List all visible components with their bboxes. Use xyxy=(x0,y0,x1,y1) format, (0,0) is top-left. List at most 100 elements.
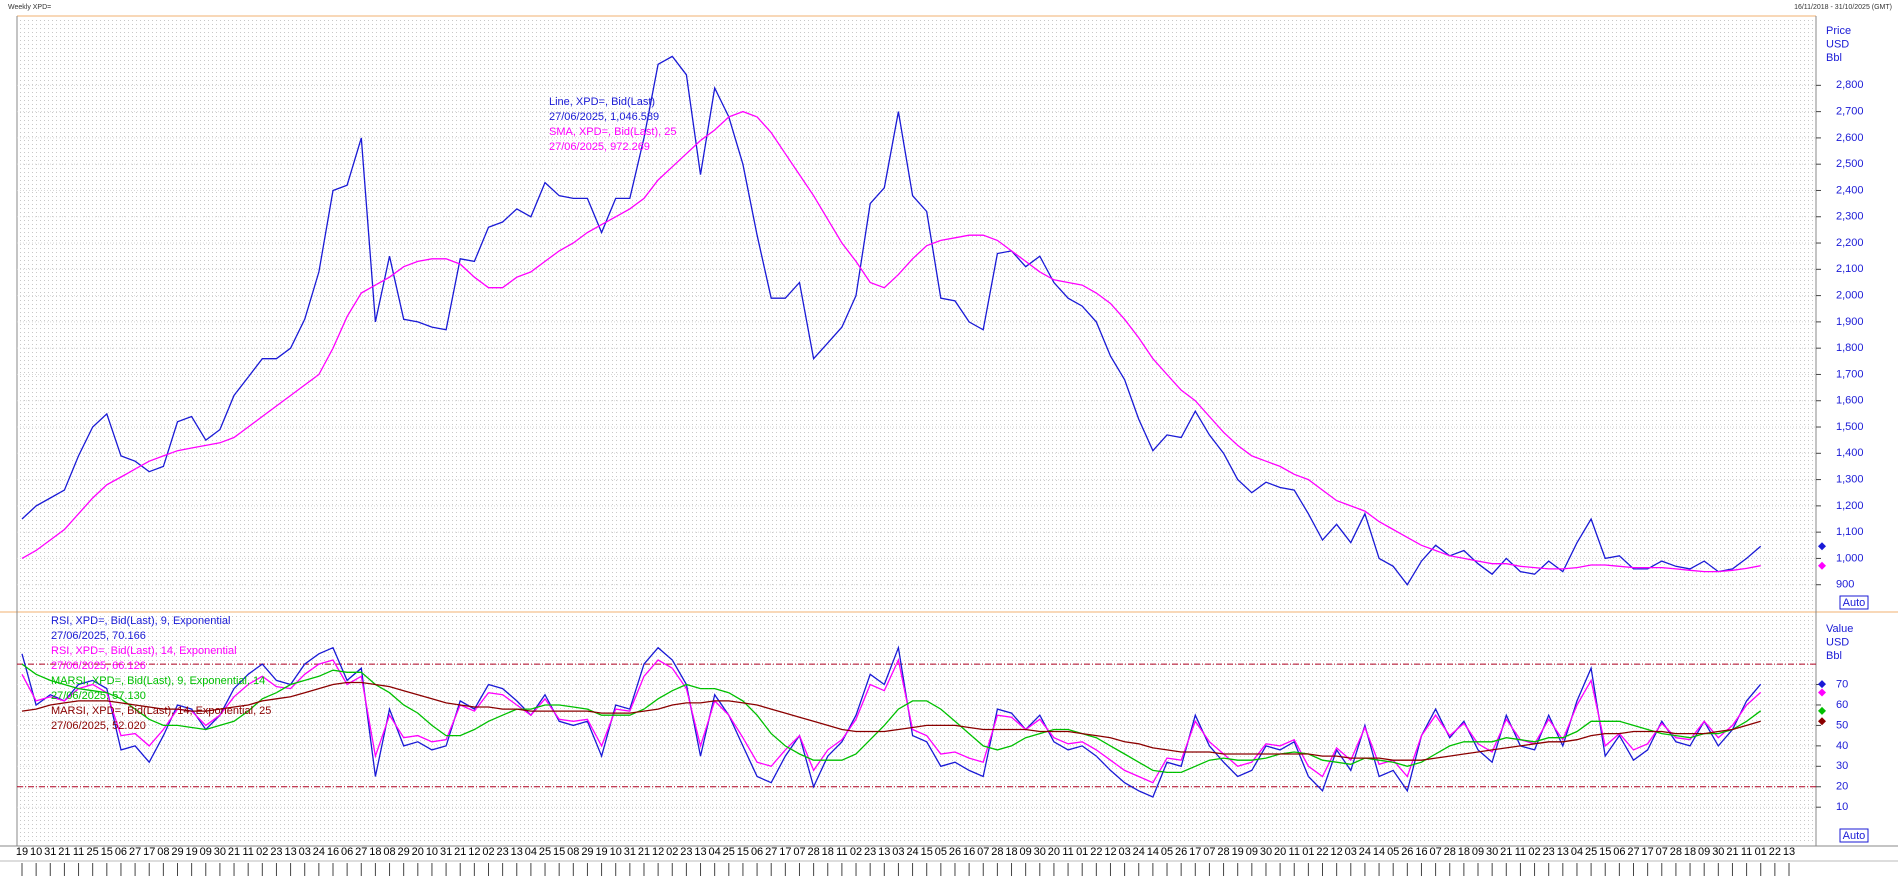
x-tick-label: 14 xyxy=(1373,846,1385,858)
x-tick-label: 30 xyxy=(1486,846,1498,858)
last-value-marker xyxy=(1818,561,1826,570)
x-tick-label: 13 xyxy=(511,846,523,858)
x-tick-label: 31 xyxy=(624,846,636,858)
y-tick-label: 1,200 xyxy=(1836,500,1864,512)
x-tick-label: 13 xyxy=(694,846,706,858)
x-tick-label: 31 xyxy=(440,846,452,858)
last-value-marker xyxy=(1818,717,1826,726)
x-tick-label: 05 xyxy=(1161,846,1173,858)
y-tick-label: 2,300 xyxy=(1836,211,1864,223)
series-name: SMA, XPD=, Bid(Last), 25 xyxy=(549,126,676,138)
last-value-marker xyxy=(1818,680,1826,689)
x-tick-label: 17 xyxy=(1642,846,1654,858)
x-tick-label: 07 xyxy=(793,846,805,858)
auto-button-box xyxy=(1839,595,1869,610)
y-tick-label: 2,100 xyxy=(1836,263,1864,275)
x-tick-label: 01 xyxy=(1076,846,1088,858)
series-value-note: 27/06/2025, 57.130 xyxy=(51,690,146,702)
y-tick-label: 2,700 xyxy=(1836,106,1864,118)
x-tick-label: 13 xyxy=(1783,846,1795,858)
x-tick-label: 11 xyxy=(836,846,847,858)
y-tick-label: 2,200 xyxy=(1836,237,1864,249)
x-tick-label: 11 xyxy=(1062,846,1073,858)
indicator-plot-area xyxy=(17,615,1816,844)
x-tick-label: 26 xyxy=(1175,846,1187,858)
auto-button[interactable]: Auto xyxy=(1839,828,1869,843)
x-tick-label: 05 xyxy=(935,846,947,858)
y-tick-label: 1,300 xyxy=(1836,473,1864,485)
x-tick-label: 13 xyxy=(1557,846,1569,858)
axis-title: Bbl xyxy=(1826,52,1842,64)
y-tick-label: 2,800 xyxy=(1836,79,1864,91)
x-tick-label: 01 xyxy=(1755,846,1767,858)
series-line xyxy=(21,681,1761,761)
axis-title: USD xyxy=(1826,38,1849,50)
x-tick-label: 01 xyxy=(1302,846,1314,858)
y-tick-label: 2,400 xyxy=(1836,184,1864,196)
header-left: Weekly XPD= xyxy=(8,4,51,11)
axis-title: USD xyxy=(1826,636,1849,648)
x-tick-label: 20 xyxy=(1274,846,1286,858)
x-tick-label: 23 xyxy=(680,846,692,858)
x-tick-label: 18 xyxy=(369,846,381,858)
axis-title: Bbl xyxy=(1826,650,1842,662)
series-value-note: 27/06/2025, 66.126 xyxy=(51,660,146,672)
y-tick-label: 10 xyxy=(1836,801,1848,813)
x-tick-label: 28 xyxy=(1444,846,1456,858)
x-tick-label: 22 xyxy=(1769,846,1781,858)
x-tick-label: 16 xyxy=(963,846,975,858)
x-tick-label: 26 xyxy=(1401,846,1413,858)
x-tick-label: 11 xyxy=(1289,846,1300,858)
x-tick-label: 27 xyxy=(129,846,141,858)
x-tick-label: 07 xyxy=(977,846,989,858)
x-tick-label: 02 xyxy=(1528,846,1540,858)
y-tick-label: 2,600 xyxy=(1836,132,1864,144)
x-tick-label: 16 xyxy=(327,846,339,858)
series-value-note: 27/06/2025, 52.020 xyxy=(51,720,146,732)
auto-button-label: Auto xyxy=(1843,597,1866,609)
x-tick-label: 08 xyxy=(157,846,169,858)
x-tick-label: 24 xyxy=(1133,846,1145,858)
x-tick-label: 27 xyxy=(1627,846,1639,858)
series-value-note: 27/06/2025, 70.166 xyxy=(51,630,146,642)
x-tick-label: 30 xyxy=(214,846,226,858)
series-value-note: 27/06/2025, 1,046.589 xyxy=(549,111,659,123)
x-tick-label: 11 xyxy=(1515,846,1526,858)
x-tick-label: 11 xyxy=(242,846,253,858)
x-tick-label: 13 xyxy=(878,846,890,858)
x-tick-label: 24 xyxy=(1359,846,1371,858)
x-tick-label: 21 xyxy=(1500,846,1512,858)
x-tick-label: 21 xyxy=(58,846,70,858)
auto-button[interactable]: Auto xyxy=(1839,595,1869,610)
x-tick-label: 26 xyxy=(949,846,961,858)
y-tick-label: 1,700 xyxy=(1836,368,1864,380)
x-tick-label: 03 xyxy=(892,846,904,858)
series-line xyxy=(21,657,1762,784)
x-tick-label: 31 xyxy=(44,846,56,858)
y-tick-label: 1,600 xyxy=(1836,395,1864,407)
x-tick-label: 08 xyxy=(567,846,579,858)
x-tick-label: 19 xyxy=(595,846,607,858)
x-tick-label: 11 xyxy=(73,846,84,858)
x-tick-label: 07 xyxy=(1429,846,1441,858)
x-tick-label: 15 xyxy=(101,846,113,858)
x-tick-label: 02 xyxy=(256,846,268,858)
x-tick-label: 12 xyxy=(1331,846,1343,858)
x-tick-label: 21 xyxy=(228,846,240,858)
x-tick-label: 07 xyxy=(1656,846,1668,858)
x-tick-label: 28 xyxy=(807,846,819,858)
y-tick-label: 1,400 xyxy=(1836,447,1864,459)
series-name: RSI, XPD=, Bid(Last), 14, Exponential xyxy=(51,645,237,657)
x-tick-label: 18 xyxy=(1684,846,1696,858)
x-tick-label: 27 xyxy=(355,846,367,858)
x-tick-label: 12 xyxy=(652,846,664,858)
last-value-marker xyxy=(1818,688,1826,697)
series-name: Line, XPD=, Bid(Last) xyxy=(549,96,655,108)
header-right: 16/11/2018 - 31/10/2025 (GMT) xyxy=(1794,4,1892,11)
x-tick-label: 23 xyxy=(864,846,876,858)
x-tick-label: 06 xyxy=(1613,846,1625,858)
x-tick-label: 21 xyxy=(638,846,650,858)
x-tick-label: 21 xyxy=(1726,846,1738,858)
